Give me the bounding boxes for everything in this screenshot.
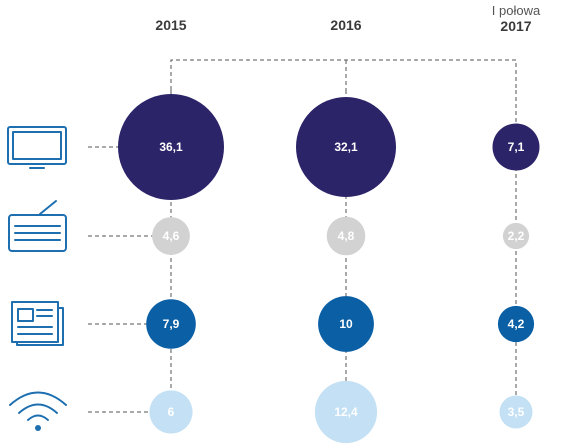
bubble-newspaper-0 bbox=[146, 299, 196, 349]
bubble-label-radio-1: 4,8 bbox=[338, 229, 355, 243]
bubble-label-radio-0: 4,6 bbox=[163, 229, 180, 243]
bubble-radio-0 bbox=[152, 217, 190, 255]
radio-icon bbox=[8, 200, 67, 252]
column-label-2017: 2017 bbox=[500, 18, 531, 34]
wifi-icon bbox=[9, 391, 67, 431]
bubble-label-radio-2: 2,2 bbox=[508, 229, 525, 243]
bubble-label-tv-2: 7,1 bbox=[508, 140, 525, 154]
bubbles: 36,1 32,1 7,1 4,6 4,8 2,2 7,9 10 4,2 6 12,4 3,5 bbox=[118, 94, 540, 444]
bubble-label-wifi-2: 3,5 bbox=[508, 405, 525, 419]
bubble-radio-1 bbox=[326, 216, 366, 256]
column-connectors bbox=[170, 59, 517, 90]
column-label-2015: 2015 bbox=[155, 17, 186, 33]
bubble-tv-2 bbox=[492, 123, 540, 171]
bubble-wifi-1 bbox=[314, 380, 378, 444]
bubble-radio-2 bbox=[502, 222, 530, 250]
bubble-newspaper-1 bbox=[318, 296, 374, 352]
bubble-label-newspaper-0: 7,9 bbox=[163, 317, 180, 331]
bubble-label-tv-1: 32,1 bbox=[334, 140, 358, 154]
bubble-label-wifi-1: 12,4 bbox=[334, 405, 358, 419]
bubble-wifi-0 bbox=[149, 390, 193, 434]
bubble-label-wifi-0: 6 bbox=[168, 405, 175, 419]
bubble-newspaper-2 bbox=[497, 305, 535, 343]
bubble-tv-1 bbox=[296, 97, 396, 197]
tv-icon bbox=[7, 126, 67, 169]
bubble-label-tv-0: 36,1 bbox=[159, 140, 183, 154]
bubble-wifi-2 bbox=[499, 395, 533, 429]
bubble-label-newspaper-1: 10 bbox=[339, 317, 353, 331]
column-label-2016: 2016 bbox=[330, 17, 361, 33]
bubble-label-newspaper-2: 4,2 bbox=[508, 317, 525, 331]
bubble-tv-0 bbox=[118, 94, 224, 200]
column-sublabel-2017: I połowa bbox=[492, 3, 541, 18]
newspaper-icon bbox=[11, 301, 64, 346]
